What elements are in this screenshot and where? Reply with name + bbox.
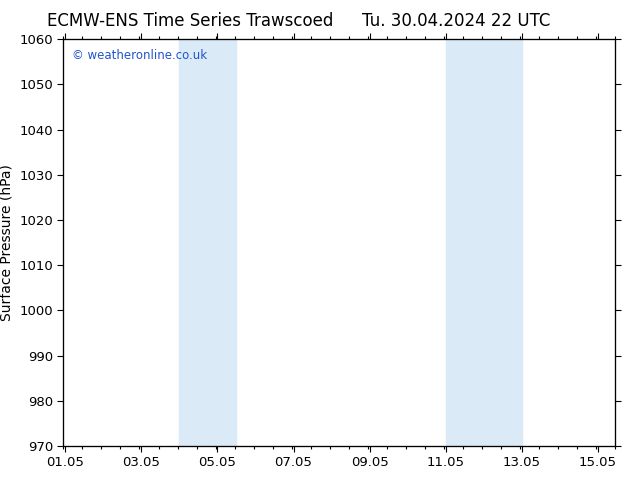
Text: Tu. 30.04.2024 22 UTC: Tu. 30.04.2024 22 UTC: [362, 12, 551, 30]
Bar: [179, 39, 236, 446]
Y-axis label: Surface Pressure (hPa): Surface Pressure (hPa): [0, 164, 14, 321]
Text: © weatheronline.co.uk: © weatheronline.co.uk: [72, 49, 207, 62]
Bar: [446, 39, 522, 446]
Text: ECMW-ENS Time Series Trawscoed: ECMW-ENS Time Series Trawscoed: [47, 12, 333, 30]
